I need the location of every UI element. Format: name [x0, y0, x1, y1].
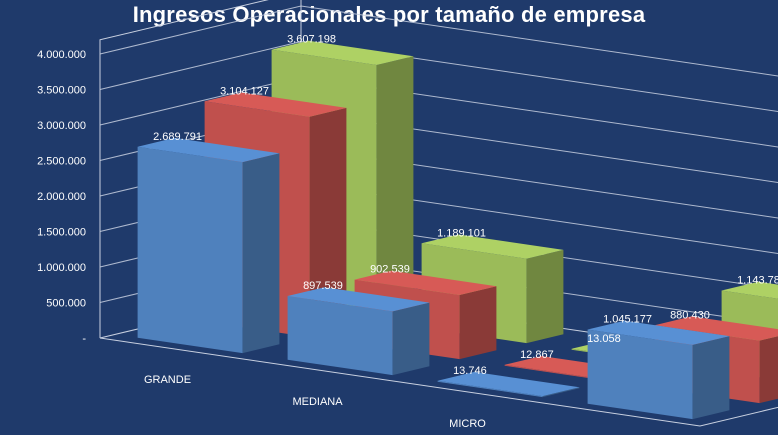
bar-top-face [437, 371, 580, 397]
bar-side-face [392, 302, 430, 376]
bar-top-face [721, 281, 778, 299]
data-label: 1.143.785 [737, 275, 778, 287]
bars [137, 40, 778, 420]
data-label: 1.189.101 [437, 227, 486, 239]
bar [137, 137, 280, 354]
y-axis-ticks: - 500.000 1.000.000 1.500.000 2.000.000 2.500… [37, 49, 86, 345]
y-tick-label: 2.000.000 [37, 191, 86, 203]
bar-side-face [692, 336, 730, 420]
data-labels: 3.607.198 1.189.101 13.058 1.143.785 3.104.1… [153, 34, 778, 377]
category-label: MICRO [449, 418, 486, 430]
data-label: 12.867 [520, 349, 554, 361]
data-label: 2.689.791 [153, 131, 202, 143]
bar-front-face [587, 329, 693, 420]
bar-front-face [504, 364, 610, 382]
bar-top-face [137, 137, 280, 163]
bar-top-face [271, 40, 414, 65]
bar-front-face [137, 146, 243, 354]
category-labels: GRANDEMEDIANAMICROPEQUEÑA [144, 374, 486, 430]
gridline [99, 5, 778, 77]
data-label: 902.539 [370, 264, 410, 276]
y-tick-label: 3.500.000 [37, 85, 86, 97]
category-label: GRANDE [144, 374, 191, 386]
bar-top-face [354, 270, 497, 295]
gridline [99, 40, 778, 112]
y-tick-label: 1.500.000 [37, 227, 86, 239]
bar [587, 320, 730, 420]
bar-side-face [759, 336, 778, 404]
bar-top-face [287, 287, 430, 312]
y-tick-label: 4.000.000 [37, 49, 86, 61]
data-label: 3.104.127 [220, 85, 269, 97]
chart-title: Ingresos Operacionales por tamaño de emp… [132, 2, 646, 27]
bar [287, 287, 430, 376]
bar-side-face [542, 387, 580, 398]
data-label: 13.746 [453, 365, 487, 377]
bar-side-face [376, 56, 414, 322]
bar [437, 371, 580, 398]
bar-side-face [242, 153, 280, 354]
y-tick-label: 500.000 [46, 298, 86, 310]
bar-side-face [459, 286, 497, 360]
y-tick-label: - [82, 333, 86, 345]
bar-top-face [204, 92, 347, 117]
y-tick-label: 1.000.000 [37, 262, 86, 274]
category-label: MEDIANA [292, 396, 343, 408]
bar-top-face [421, 234, 564, 259]
data-label: 880.430 [670, 309, 710, 321]
side-wall-outline [99, 0, 269, 338]
bar-top-face [654, 316, 778, 341]
bar-side-face [309, 107, 347, 338]
bar-front-face [287, 296, 393, 376]
data-label: 3.607.198 [287, 34, 336, 46]
bar-front-face [437, 380, 543, 398]
data-label: 897.539 [303, 280, 343, 292]
bar-side-face [526, 249, 564, 344]
y-tick-label: 3.000.000 [37, 120, 86, 132]
y-tick-label: 2.500.000 [37, 156, 86, 168]
bar-top-face [587, 320, 730, 345]
data-label: 1.045.177 [603, 314, 652, 326]
data-label: 13.058 [587, 333, 621, 345]
